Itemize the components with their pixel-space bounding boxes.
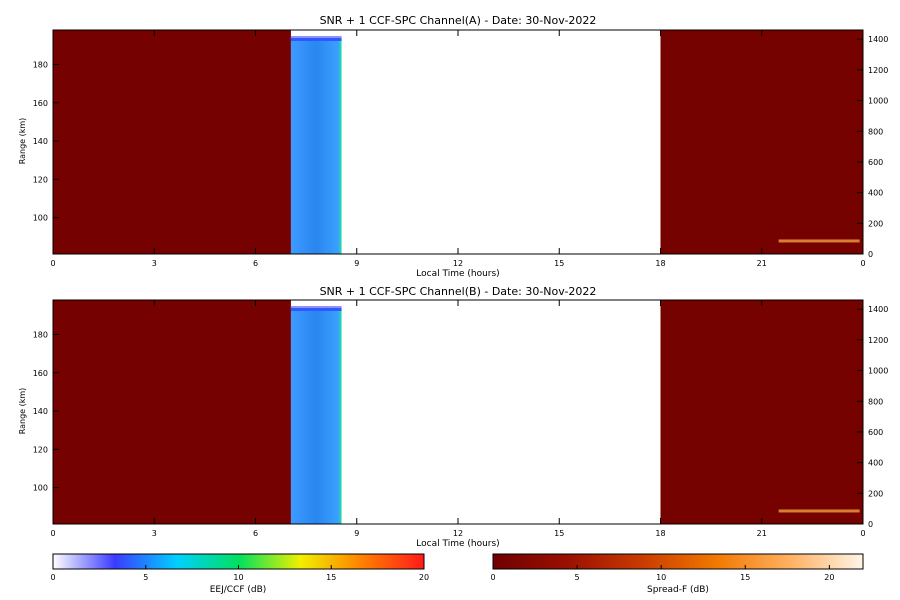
y2-tick-label: 1000 [868,97,888,106]
y2-tick-label: 1200 [868,336,888,345]
y-axis-label: Range (km) [18,388,27,435]
panel-channel-b: SNR + 1 CCF-SPC Channel(B) - Date: 30-No… [18,285,888,549]
y2-tick-label: 400 [868,189,883,198]
y-tick-label: 140 [33,137,48,146]
y-tick-label: 140 [33,407,48,416]
colorbar-tick-label: 20 [824,573,834,582]
x-tick-label: 9 [354,529,359,538]
y-tick-label: 160 [33,99,48,108]
y-tick-label: 100 [33,484,48,493]
y2-tick-label: 0 [868,250,873,259]
colorbar-spread-f: Spread-F (dB) 0 5 10 15 20 [490,553,864,595]
y2-tick-label: 600 [868,158,883,167]
spread-f-echo [778,239,860,243]
y2-tick-label: 1400 [868,35,888,44]
x-tick-label: 0 [50,529,55,538]
x-tick-label: 18 [655,259,665,268]
x-tick-label: 6 [253,259,258,268]
x-tick-label: 0 [860,529,865,538]
colorbar-tick-label: 5 [575,573,580,582]
y2-tick-label: 1200 [868,66,888,75]
x-tick-label: 21 [757,259,767,268]
colorbar-tick-label: 20 [419,573,429,582]
x-tick-label: 9 [354,259,359,268]
x-tick-label: 3 [152,259,157,268]
y-axis-label: Range (km) [18,118,27,165]
spread-f-echo [778,509,860,513]
x-tick-label: 6 [253,529,258,538]
heatmap-segment-night-early [53,30,291,254]
x-axis-label: Local Time (hours) [416,269,499,279]
panel-title: SNR + 1 CCF-SPC Channel(A) - Date: 30-No… [320,14,597,27]
y2-tick-label: 1000 [868,367,888,376]
y2-tick-label: 800 [868,397,883,406]
colorbar-gradient [492,553,864,570]
heatmap-segment-night-late [660,30,863,254]
colorbar-tick-label: 15 [740,573,750,582]
colorbar-tick-label: 15 [326,573,336,582]
x-tick-label: 0 [50,259,55,268]
y-tick-label: 180 [33,60,48,69]
panel-channel-a: SNR + 1 CCF-SPC Channel(A) - Date: 30-No… [18,14,888,279]
heatmap-band-edge [290,306,342,308]
x-tick-label: 15 [554,529,564,538]
colorbar-tick-label: 0 [490,573,495,582]
heatmap-segment-night-late [660,300,863,524]
y2-tick-label: 1400 [868,305,888,314]
y-tick-label: 120 [33,175,48,184]
y2-tick-label: 600 [868,428,883,437]
x-tick-label: 18 [655,529,665,538]
x-tick-label: 0 [860,259,865,268]
colorbar-tick-label: 10 [656,573,666,582]
panel-title: SNR + 1 CCF-SPC Channel(B) - Date: 30-No… [320,285,597,298]
colorbar-tick-label: 10 [233,573,243,582]
y2-tick-label: 800 [868,127,883,136]
x-tick-label: 3 [152,529,157,538]
heatmap-band-top [290,38,342,41]
x-tick-label: 12 [453,529,463,538]
y-tick-label: 160 [33,369,48,378]
y2-tick-label: 200 [868,219,883,228]
heatmap-segment-EEJ [290,36,342,254]
y2-tick-label: 400 [868,459,883,468]
y-tick-label: 100 [33,214,48,223]
y-tick-label: 120 [33,445,48,454]
y-tick-label: 180 [33,330,48,339]
heatmap-band-edge [290,36,342,38]
x-tick-label: 21 [757,529,767,538]
y2-tick-label: 200 [868,489,883,498]
colorbar-tick-label: 0 [50,573,55,582]
x-tick-label: 15 [554,259,564,268]
x-tick-label: 12 [453,259,463,268]
colorbar-eej-ccf: EEJ/CCF (dB) 0 5 10 15 20 [50,553,429,595]
colorbar-label: EEJ/CCF (dB) [210,585,267,595]
colorbar-label: Spread-F (dB) [647,585,709,595]
x-axis-label: Local Time (hours) [416,539,499,549]
heatmap-segment-night-early [53,300,291,524]
colorbar-tick-label: 5 [143,573,148,582]
heatmap-segment-EEJ [290,306,342,524]
y2-tick-label: 0 [868,520,873,529]
heatmap-band-top [290,308,342,311]
